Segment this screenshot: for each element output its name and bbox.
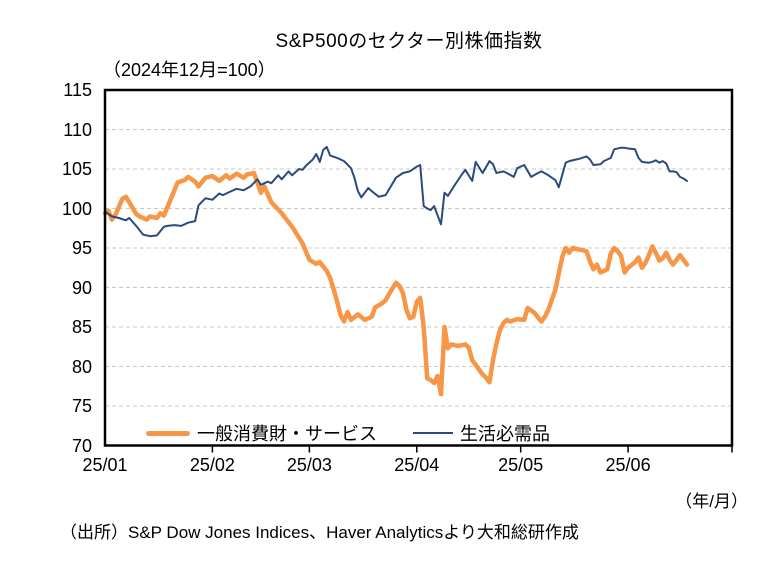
y-axis-label: 70 bbox=[71, 435, 92, 456]
source-note: （出所）S&P Dow Jones Indices、Haver Analytic… bbox=[60, 523, 579, 542]
x-axis-unit-note: （年/月） bbox=[675, 492, 748, 511]
x-axis-label: 25/03 bbox=[286, 455, 332, 475]
legend: 一般消費財・サービス 生活必需品 bbox=[146, 420, 550, 446]
y-axis-label: 75 bbox=[71, 396, 92, 416]
legend-item-discretionary: 一般消費財・サービス bbox=[146, 420, 377, 446]
plot-area bbox=[102, 88, 734, 453]
x-axis-label: 25/05 bbox=[498, 455, 544, 475]
y-axis-label: 110 bbox=[63, 119, 92, 140]
y-axis-label: 90 bbox=[71, 277, 92, 298]
y-axis-label: 85 bbox=[71, 317, 92, 337]
y-axis-label: 100 bbox=[61, 198, 92, 219]
series-line-discretionary bbox=[102, 170, 690, 397]
y-axis-label: 95 bbox=[71, 238, 92, 258]
plot-frame bbox=[103, 88, 734, 447]
x-axis-label: 25/04 bbox=[394, 455, 440, 475]
legend-item-staples: 生活必需品 bbox=[413, 420, 550, 446]
legend-label-discretionary: 一般消費財・サービス bbox=[197, 424, 377, 444]
x-axis-label: 25/02 bbox=[189, 455, 235, 475]
legend-swatch-staples-icon bbox=[413, 431, 453, 435]
y-axis-label: 115 bbox=[63, 80, 92, 100]
legend-swatch-discretionary-icon bbox=[146, 430, 190, 436]
x-axis-label: 25/06 bbox=[605, 455, 651, 475]
chart-title: S&P500のセクター別株価指数 bbox=[275, 31, 543, 52]
y-axis-label: 105 bbox=[61, 159, 92, 179]
x-axis-label: 25/01 bbox=[82, 455, 128, 475]
series-line-staples bbox=[104, 145, 688, 238]
y-axis-label: 80 bbox=[71, 356, 92, 377]
index-base-note: （2024年12月=100） bbox=[103, 60, 276, 80]
legend-label-staples: 生活必需品 bbox=[460, 424, 550, 444]
